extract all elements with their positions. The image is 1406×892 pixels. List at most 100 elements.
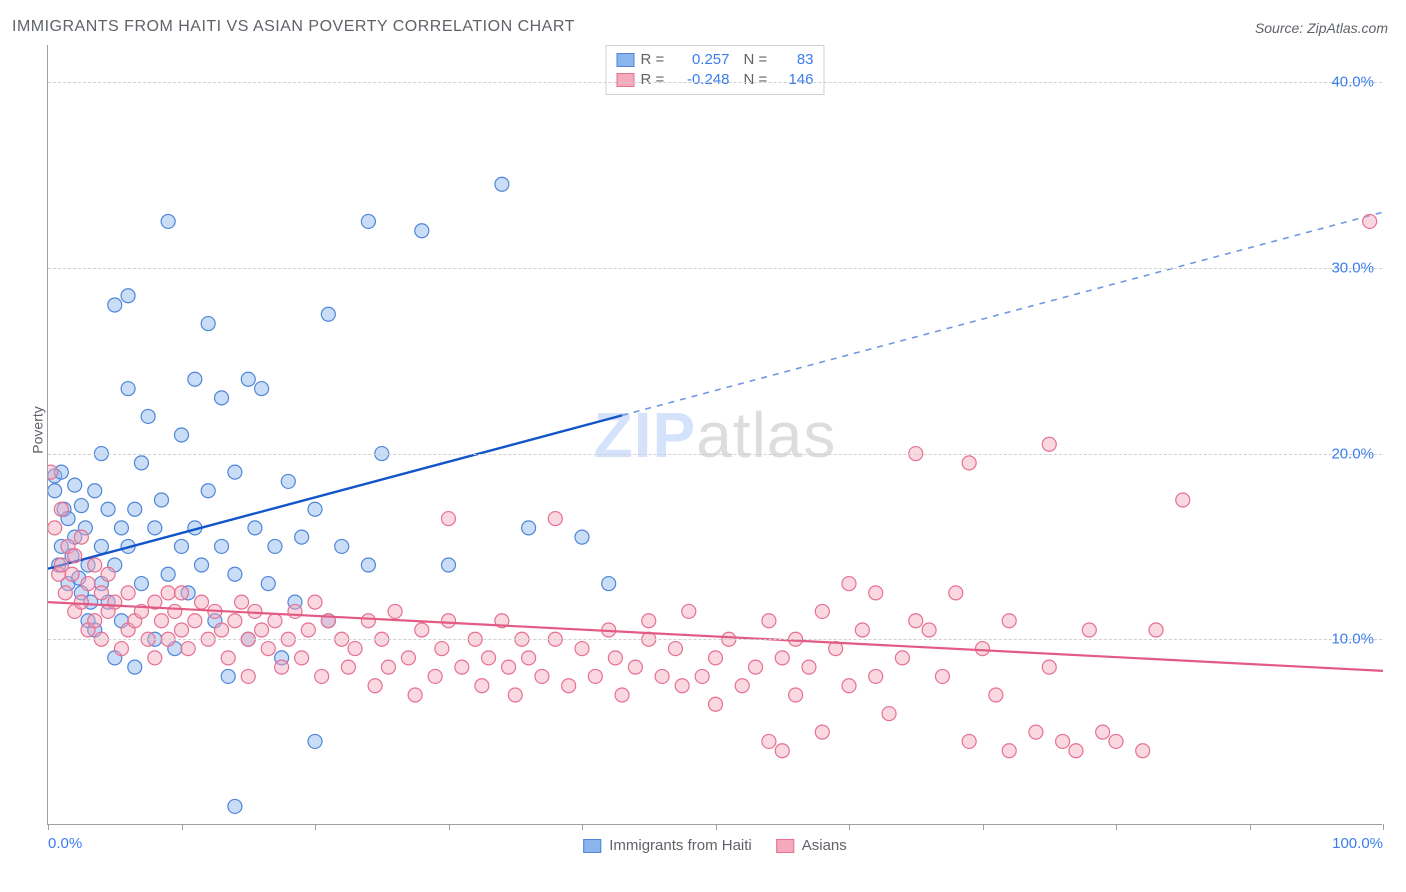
scatter-point xyxy=(215,391,229,405)
legend-swatch-asians xyxy=(776,839,794,853)
scatter-point xyxy=(148,651,162,665)
scatter-point xyxy=(675,679,689,693)
y-tick-label: 40.0% xyxy=(1331,74,1374,91)
scatter-point xyxy=(842,679,856,693)
scatter-svg xyxy=(48,45,1383,825)
scatter-point xyxy=(762,614,776,628)
x-tick xyxy=(983,824,984,830)
scatter-point xyxy=(522,651,536,665)
scatter-point xyxy=(442,614,456,628)
scatter-point xyxy=(642,614,656,628)
scatter-point xyxy=(114,642,128,656)
scatter-point xyxy=(175,623,189,637)
x-tick xyxy=(449,824,450,830)
scatter-point xyxy=(81,577,95,591)
scatter-point xyxy=(175,586,189,600)
scatter-point xyxy=(48,484,62,498)
scatter-point xyxy=(68,549,82,563)
scatter-point xyxy=(295,651,309,665)
legend-label: Immigrants from Haiti xyxy=(609,837,752,854)
y-tick-label: 10.0% xyxy=(1331,631,1374,648)
scatter-point xyxy=(308,502,322,516)
scatter-point xyxy=(121,586,135,600)
scatter-point xyxy=(361,614,375,628)
scatter-point xyxy=(341,660,355,674)
scatter-point xyxy=(335,539,349,553)
scatter-point xyxy=(762,734,776,748)
scatter-point xyxy=(215,539,229,553)
x-tick xyxy=(582,824,583,830)
scatter-point xyxy=(815,604,829,618)
scatter-point xyxy=(54,502,68,516)
scatter-point xyxy=(869,586,883,600)
scatter-point xyxy=(121,289,135,303)
scatter-point xyxy=(141,409,155,423)
scatter-point xyxy=(241,669,255,683)
scatter-point xyxy=(195,558,209,572)
scatter-point xyxy=(749,660,763,674)
scatter-point xyxy=(415,623,429,637)
scatter-point xyxy=(442,558,456,572)
scatter-point xyxy=(295,530,309,544)
scatter-point xyxy=(1002,614,1016,628)
scatter-point xyxy=(502,660,516,674)
scatter-point xyxy=(288,604,302,618)
scatter-point xyxy=(134,456,148,470)
scatter-point xyxy=(475,679,489,693)
scatter-point xyxy=(195,595,209,609)
scatter-point xyxy=(175,539,189,553)
legend-swatch-haiti xyxy=(617,53,635,67)
scatter-point xyxy=(976,642,990,656)
scatter-point xyxy=(154,614,168,628)
scatter-point xyxy=(161,567,175,581)
scatter-point xyxy=(455,660,469,674)
scatter-point xyxy=(655,669,669,683)
scatter-point xyxy=(408,688,422,702)
scatter-point xyxy=(608,651,622,665)
gridline xyxy=(48,82,1382,83)
scatter-point xyxy=(508,688,522,702)
scatter-point xyxy=(989,688,1003,702)
scatter-point xyxy=(855,623,869,637)
scatter-point xyxy=(388,604,402,618)
scatter-point xyxy=(248,521,262,535)
scatter-point xyxy=(268,614,282,628)
y-tick-label: 30.0% xyxy=(1331,259,1374,276)
legend-stats: R = 0.257 N = 83 R = -0.248 N = 146 xyxy=(606,45,825,95)
scatter-point xyxy=(134,577,148,591)
scatter-point xyxy=(775,744,789,758)
scatter-point xyxy=(108,298,122,312)
scatter-point xyxy=(48,521,62,535)
scatter-point xyxy=(695,669,709,683)
scatter-point xyxy=(88,484,102,498)
scatter-point xyxy=(401,651,415,665)
y-tick-label: 20.0% xyxy=(1331,445,1374,462)
scatter-point xyxy=(74,595,88,609)
scatter-point xyxy=(775,651,789,665)
scatter-point xyxy=(668,642,682,656)
scatter-point xyxy=(88,614,102,628)
scatter-point xyxy=(962,734,976,748)
scatter-point xyxy=(154,493,168,507)
scatter-point xyxy=(68,478,82,492)
scatter-point xyxy=(308,734,322,748)
scatter-point xyxy=(869,669,883,683)
scatter-point xyxy=(815,725,829,739)
scatter-point xyxy=(108,595,122,609)
scatter-point xyxy=(101,502,115,516)
scatter-point xyxy=(228,465,242,479)
scatter-point xyxy=(121,382,135,396)
chart-container: IMMIGRANTS FROM HAITI VS ASIAN POVERTY C… xyxy=(0,0,1406,892)
scatter-point xyxy=(128,502,142,516)
scatter-point xyxy=(428,669,442,683)
scatter-point xyxy=(962,456,976,470)
scatter-point xyxy=(315,669,329,683)
scatter-point xyxy=(361,214,375,228)
trendline-extrapolated xyxy=(622,212,1383,415)
gridline xyxy=(48,268,1382,269)
legend-series: Immigrants from Haiti Asians xyxy=(583,837,847,854)
scatter-point xyxy=(228,567,242,581)
chart-title: IMMIGRANTS FROM HAITI VS ASIAN POVERTY C… xyxy=(12,18,575,36)
scatter-point xyxy=(241,372,255,386)
scatter-point xyxy=(275,660,289,674)
